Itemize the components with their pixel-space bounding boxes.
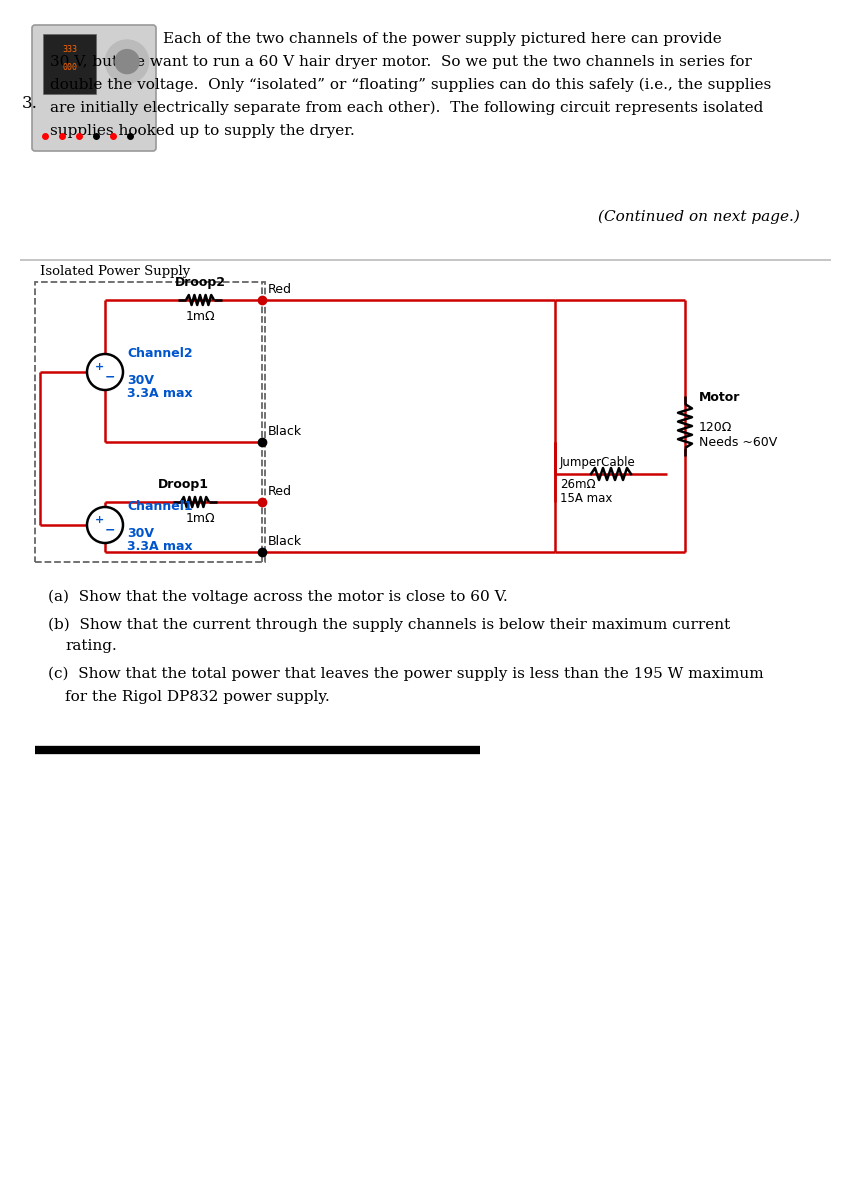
Text: supplies hooked up to supply the dryer.: supplies hooked up to supply the dryer.: [50, 124, 355, 138]
Bar: [35, 282, 265, 562]
Text: +: +: [94, 362, 104, 372]
Text: −: −: [105, 371, 115, 384]
Circle shape: [106, 40, 149, 83]
Bar: [43, 34, 96, 94]
Text: 3.: 3.: [22, 95, 38, 112]
Text: Black: Black: [268, 535, 302, 548]
Text: 15A max: 15A max: [560, 492, 613, 505]
Text: Red: Red: [268, 283, 292, 296]
Text: −: −: [105, 523, 115, 536]
Text: are initially electrically separate from each other).  The following circuit rep: are initially electrically separate from…: [50, 101, 763, 115]
Text: Motor: Motor: [699, 391, 740, 404]
Text: 1mΩ: 1mΩ: [186, 512, 214, 526]
Text: (a)  Show that the voltage across the motor is close to 60 V.: (a) Show that the voltage across the mot…: [48, 590, 508, 605]
Text: 3.3A max: 3.3A max: [127, 386, 192, 400]
Text: Channel2: Channel2: [127, 347, 192, 360]
Text: for the Rigol DP832 power supply.: for the Rigol DP832 power supply.: [65, 690, 329, 704]
Text: 1mΩ: 1mΩ: [186, 310, 214, 323]
Text: Isolated Power Supply: Isolated Power Supply: [40, 265, 191, 278]
Text: rating.: rating.: [65, 638, 117, 653]
Text: 333: 333: [62, 46, 77, 54]
Text: 30V: 30V: [127, 527, 154, 540]
Text: JumperCable: JumperCable: [560, 456, 636, 469]
Text: double the voltage.  Only “isolated” or “floating” supplies can do this safely (: double the voltage. Only “isolated” or “…: [50, 78, 771, 92]
Text: (c)  Show that the total power that leaves the power supply is less than the 195: (c) Show that the total power that leave…: [48, 667, 763, 682]
Text: Droop2: Droop2: [174, 276, 226, 289]
Circle shape: [115, 49, 139, 73]
Text: 120Ω: 120Ω: [699, 421, 733, 434]
Text: 000: 000: [62, 64, 77, 72]
Text: (Continued on next page.): (Continued on next page.): [598, 210, 800, 224]
Text: Droop1: Droop1: [157, 478, 208, 491]
Text: Channel1: Channel1: [127, 500, 192, 514]
Text: Each of the two channels of the power supply pictured here can provide: Each of the two channels of the power su…: [163, 32, 722, 46]
FancyBboxPatch shape: [32, 25, 156, 151]
Text: Black: Black: [268, 425, 302, 438]
Text: 30 V, but we want to run a 60 V hair dryer motor.  So we put the two channels in: 30 V, but we want to run a 60 V hair dry…: [50, 55, 752, 68]
Text: Needs ~60V: Needs ~60V: [699, 436, 777, 449]
Text: (b)  Show that the current through the supply channels is below their maximum cu: (b) Show that the current through the su…: [48, 618, 730, 632]
Text: Red: Red: [268, 485, 292, 498]
Text: 30V: 30V: [127, 374, 154, 386]
Text: 3.3A max: 3.3A max: [127, 540, 192, 553]
Text: 26mΩ: 26mΩ: [560, 478, 596, 491]
Text: +: +: [94, 515, 104, 526]
